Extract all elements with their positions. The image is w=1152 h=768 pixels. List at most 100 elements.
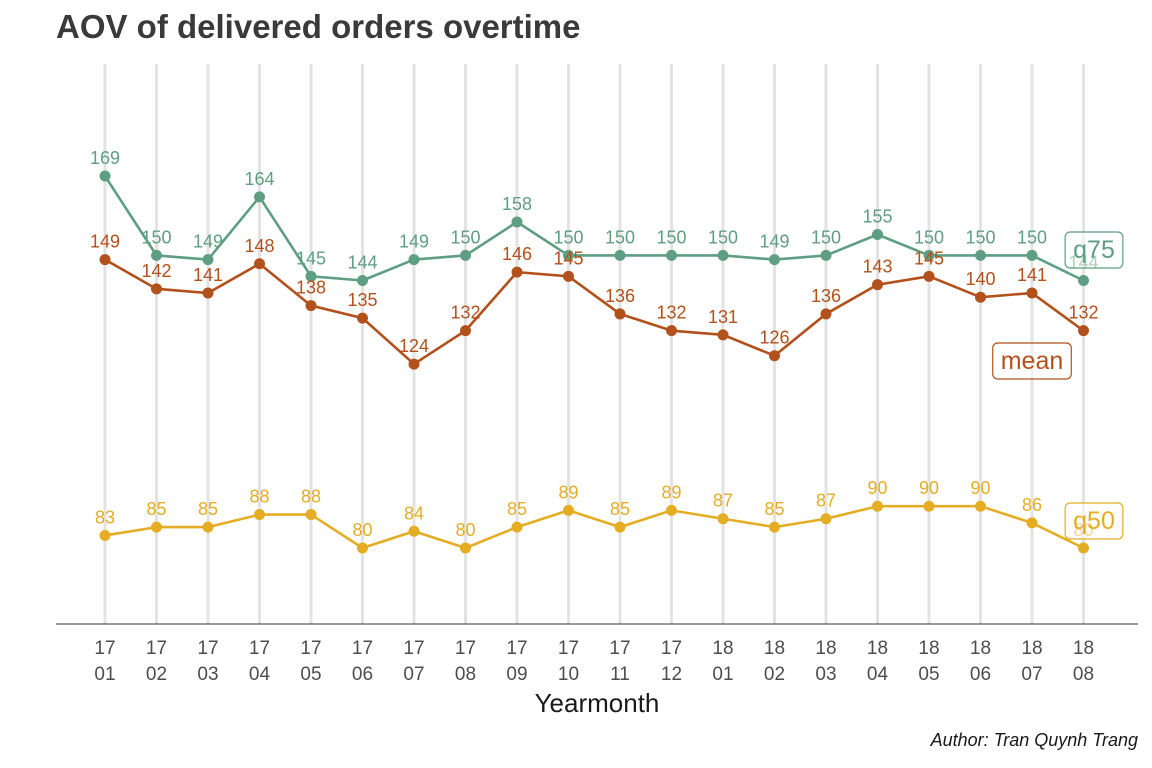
data-point-mean (99, 254, 111, 266)
data-point-q75 (305, 270, 317, 282)
x-tick-label-year: 17 (352, 638, 373, 659)
data-point-q50 (305, 509, 317, 521)
data-point-q50 (1026, 517, 1038, 529)
chart-caption: Author: Tran Quynh Trang (930, 730, 1138, 750)
data-point-q75 (975, 249, 986, 261)
data-point-q75 (460, 249, 471, 261)
data-point-q75 (408, 254, 420, 266)
data-label-mean: 132 (656, 303, 686, 323)
x-tick-label-month: 04 (249, 664, 271, 685)
data-point-q50 (975, 500, 986, 512)
data-label-mean: 141 (193, 265, 223, 285)
x-tick-label-month: 05 (300, 664, 321, 685)
data-label-q50: 88 (301, 487, 321, 507)
data-label-q50: 89 (661, 482, 681, 502)
data-label-q50: 83 (95, 507, 115, 527)
data-point-q50 (460, 542, 471, 554)
data-point-q75 (820, 249, 832, 261)
x-tick-label-month: 05 (918, 664, 939, 685)
x-tick-label-year: 17 (558, 638, 579, 659)
data-label-q50: 84 (404, 503, 424, 523)
data-point-mean (666, 325, 677, 337)
data-point-mean (511, 266, 523, 278)
data-label-mean: 138 (296, 278, 326, 298)
data-point-q50 (254, 509, 265, 521)
data-point-mean (305, 300, 317, 312)
data-point-mean (769, 350, 780, 362)
x-tick-label-year: 18 (918, 638, 939, 659)
data-label-q75: 150 (141, 227, 171, 247)
data-label-q50: 80 (352, 520, 372, 540)
series-line-q50 (104, 504, 1085, 550)
data-label-q75: 150 (553, 227, 583, 247)
series-tag-q75: q75 (1064, 231, 1124, 269)
data-label-q75: 164 (244, 169, 274, 189)
x-tick-label-year: 17 (197, 638, 218, 659)
data-label-q50: 89 (558, 482, 578, 502)
x-tick-label-year: 18 (970, 638, 991, 659)
series-tag-q50: q50 (1064, 502, 1124, 540)
x-tick-label-month: 09 (506, 664, 527, 685)
data-label-q75: 150 (965, 227, 995, 247)
data-label-q75: 150 (656, 227, 686, 247)
data-point-q50 (1078, 542, 1089, 554)
data-point-mean (923, 270, 935, 282)
data-point-q75 (511, 216, 523, 228)
data-point-q50 (717, 513, 729, 525)
data-point-q75 (1078, 274, 1089, 286)
data-label-q75: 158 (502, 194, 532, 214)
x-tick-label-year: 17 (146, 638, 167, 659)
data-point-q75 (202, 254, 214, 266)
x-tick-label-month: 01 (712, 664, 733, 685)
data-point-mean (820, 308, 832, 320)
series-tag-box (1064, 502, 1124, 540)
x-tick-label-year: 18 (1021, 638, 1042, 659)
data-label-q50: 85 (764, 499, 784, 519)
data-label-q75: 150 (605, 227, 635, 247)
data-label-mean: 141 (1017, 265, 1047, 285)
data-point-q50 (408, 525, 420, 537)
data-label-mean: 131 (708, 307, 738, 327)
data-point-q75 (563, 249, 574, 261)
series-tag-label: q75 (1073, 236, 1115, 264)
x-tick-label-year: 17 (455, 638, 476, 659)
data-point-q50 (872, 500, 883, 512)
data-label-mean: 135 (347, 290, 377, 310)
data-point-mean (1078, 325, 1089, 337)
x-tick-label-year: 17 (403, 638, 424, 659)
data-label-q50: 86 (1022, 495, 1042, 515)
x-tick-label-month: 08 (455, 664, 476, 685)
data-label-q50: 85 (146, 499, 166, 519)
data-label-q50: 85 (198, 499, 218, 519)
data-point-mean (614, 308, 626, 320)
x-tick-label-year: 17 (300, 638, 321, 659)
data-label-q75: 150 (1017, 227, 1047, 247)
data-point-q50 (769, 521, 780, 533)
x-tick-label-year: 18 (764, 638, 785, 659)
data-label-q75: 149 (193, 232, 223, 252)
data-point-mean (202, 287, 214, 299)
data-label-mean: 142 (141, 261, 171, 281)
x-tick-label-year: 17 (249, 638, 270, 659)
x-tick-label-year: 17 (609, 638, 630, 659)
x-tick-label-year: 18 (712, 638, 733, 659)
grid-lines (103, 64, 1085, 624)
data-point-q50 (202, 521, 214, 533)
data-label-q75: 145 (296, 248, 326, 268)
x-tick-label-month: 12 (661, 664, 682, 685)
data-label-q50: 85 (507, 499, 527, 519)
series-tag-label: q50 (1073, 507, 1115, 535)
series-tag-box (1064, 231, 1124, 269)
data-point-q50 (99, 529, 111, 541)
data-point-q50 (820, 513, 832, 525)
x-tick-label-year: 17 (661, 638, 682, 659)
data-point-mean (357, 312, 368, 324)
data-label-q75: 149 (759, 232, 789, 252)
data-point-mean (1026, 287, 1038, 299)
data-label-mean: 124 (399, 336, 429, 356)
data-point-q75 (151, 249, 162, 261)
data-label-q50: 90 (867, 478, 887, 498)
x-tick-label-month: 03 (197, 664, 218, 685)
